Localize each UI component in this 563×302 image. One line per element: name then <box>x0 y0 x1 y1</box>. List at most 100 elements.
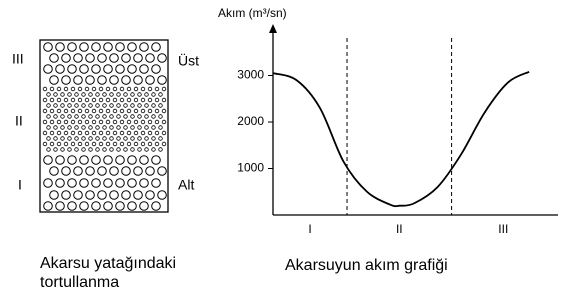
large-particle <box>80 65 89 74</box>
small-particle <box>138 93 142 97</box>
small-particle <box>85 109 89 113</box>
small-particle <box>92 142 96 146</box>
bottom-label: Alt <box>178 177 194 193</box>
small-particle <box>124 93 128 97</box>
large-particle <box>158 76 167 85</box>
small-particle <box>148 120 152 124</box>
layer-label: I <box>18 177 22 193</box>
small-particle <box>113 98 117 102</box>
large-particle <box>104 43 113 52</box>
large-particle <box>80 156 89 165</box>
small-particle <box>75 126 79 130</box>
small-particle <box>57 109 61 113</box>
large-particle <box>116 179 125 188</box>
small-particle <box>61 104 65 108</box>
small-particle <box>78 142 82 146</box>
large-particle <box>56 202 65 211</box>
small-particle <box>85 98 89 102</box>
small-particle <box>43 142 47 146</box>
small-particle <box>43 120 47 124</box>
small-particle <box>103 126 107 130</box>
small-particle <box>57 131 61 135</box>
small-particle <box>159 126 163 130</box>
large-particle <box>62 191 71 200</box>
small-particle <box>106 98 110 102</box>
large-particle <box>98 191 107 200</box>
small-particle <box>117 137 121 141</box>
large-particle <box>50 54 59 63</box>
large-particle <box>44 65 53 74</box>
large-particle <box>140 65 149 74</box>
large-particle <box>152 179 161 188</box>
large-particle <box>92 179 101 188</box>
small-particle <box>127 120 131 124</box>
small-particle <box>117 126 121 130</box>
large-particle <box>110 76 119 85</box>
small-particle <box>152 126 156 130</box>
small-particle <box>145 104 149 108</box>
small-particle <box>106 142 110 146</box>
small-particle <box>64 98 68 102</box>
large-particle <box>86 167 95 176</box>
small-particle <box>124 115 128 119</box>
small-particle <box>113 142 117 146</box>
small-particle <box>159 148 163 152</box>
small-particle <box>106 109 110 113</box>
small-particle <box>43 131 47 135</box>
small-particle <box>148 109 152 113</box>
small-particle <box>57 87 61 91</box>
flow-line <box>273 72 529 206</box>
small-particle <box>145 115 149 119</box>
small-particle <box>99 142 103 146</box>
large-particle <box>116 202 125 211</box>
small-particle <box>47 93 51 97</box>
small-particle <box>162 131 166 135</box>
large-particle <box>110 191 119 200</box>
large-particle <box>74 76 83 85</box>
large-particle <box>116 65 125 74</box>
large-particle <box>134 54 143 63</box>
large-particle <box>50 167 59 176</box>
small-particle <box>61 137 65 141</box>
small-particle <box>134 142 138 146</box>
small-particle <box>138 104 142 108</box>
small-particle <box>110 148 114 152</box>
small-particle <box>145 148 149 152</box>
large-particle <box>110 54 119 63</box>
small-particle <box>85 120 89 124</box>
large-particle <box>56 43 65 52</box>
large-particle <box>152 65 161 74</box>
small-particle <box>148 87 152 91</box>
small-particle <box>85 87 89 91</box>
small-particle <box>82 115 86 119</box>
small-particle <box>120 87 124 91</box>
small-particle <box>155 109 159 113</box>
large-particle <box>128 65 137 74</box>
small-particle <box>106 87 110 91</box>
y-axis-arrow <box>269 24 277 33</box>
small-particle <box>152 137 156 141</box>
small-particle <box>89 93 93 97</box>
large-particle <box>158 191 167 200</box>
small-particle <box>96 104 100 108</box>
small-particle <box>110 104 114 108</box>
large-particle <box>68 43 77 52</box>
small-particle <box>71 142 75 146</box>
small-particle <box>61 115 65 119</box>
y-tick-label: 2000 <box>237 114 264 128</box>
small-particle <box>50 87 54 91</box>
large-particle <box>80 179 89 188</box>
small-particle <box>75 93 79 97</box>
large-particle <box>68 202 77 211</box>
small-particle <box>43 87 47 91</box>
small-particle <box>152 148 156 152</box>
small-particle <box>61 126 65 130</box>
y-tick-label: 1000 <box>237 161 264 175</box>
small-particle <box>71 120 75 124</box>
layer-label: III <box>12 51 24 67</box>
small-particle <box>47 126 51 130</box>
large-particle <box>44 179 53 188</box>
small-particle <box>134 120 138 124</box>
small-particle <box>43 109 47 113</box>
small-particle <box>124 104 128 108</box>
